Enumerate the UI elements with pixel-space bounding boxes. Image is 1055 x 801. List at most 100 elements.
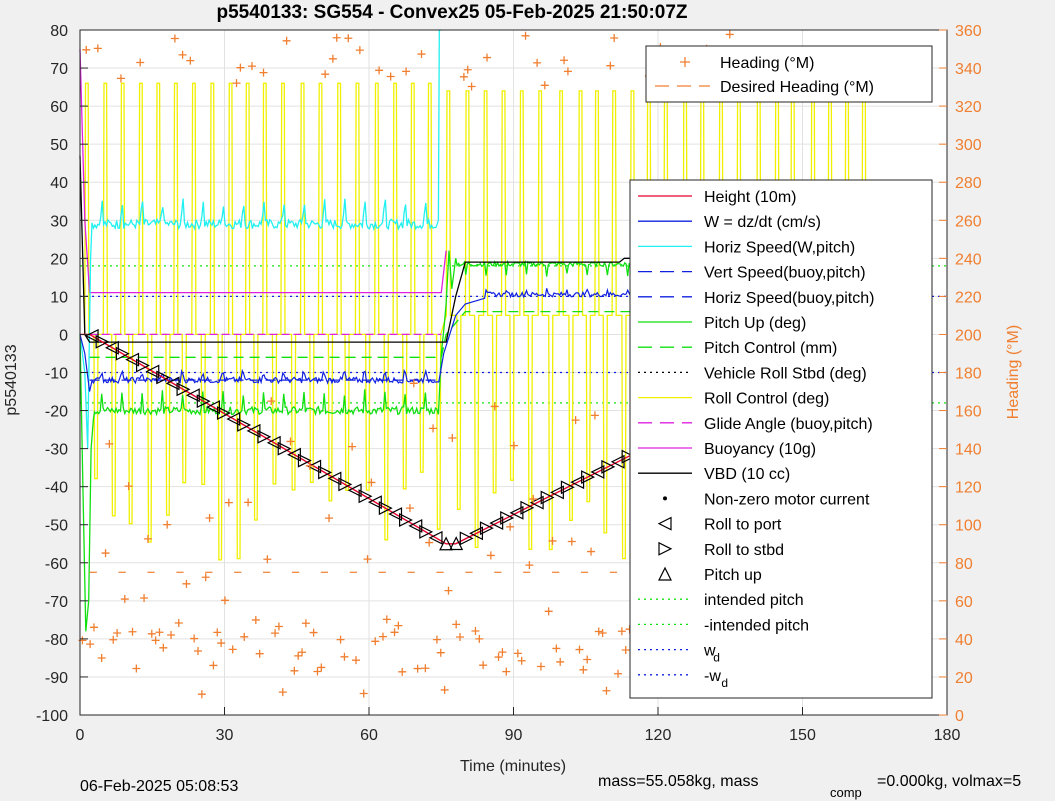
heading-marker [448,434,457,443]
y-tick-label: -70 [45,594,68,611]
heading-marker [328,54,337,63]
heading-marker [475,634,484,643]
main-legend-label: Non-zero motor current [704,491,870,508]
y-tick-label: -30 [45,442,68,459]
heading-marker [506,522,515,531]
heading-marker [536,662,545,671]
heading-marker [725,30,734,39]
roll-marker [246,423,261,438]
roll-marker [358,489,373,504]
heading-marker [614,669,623,678]
roll-marker [581,470,596,485]
heading-marker [494,653,503,662]
x-axis-label: Time (minutes) [460,758,566,775]
legend-marker-swatch [658,541,673,556]
y-axis-label: p5540133 [3,344,20,415]
heading-marker [398,667,407,676]
heading-marker [147,629,156,638]
roll-marker [156,370,171,385]
heading-marker [294,651,303,660]
roll-marker [297,453,312,468]
y2-tick-label: 140 [955,442,982,459]
y2-tick-label: 40 [955,632,973,649]
heading-marker [432,635,441,644]
heading-marker [309,628,318,637]
y2-tick-label: 340 [955,61,982,78]
heading-marker [610,33,619,42]
heading-marker [151,636,160,645]
heading-marker [321,70,330,79]
heading-marker [452,620,461,629]
heading-marker [205,513,214,522]
y2-tick-label: 240 [955,251,982,268]
main-legend-subscript: d [721,676,728,690]
heading-marker [544,607,553,616]
main-legend-label: Pitch up [704,567,762,584]
y-tick-label: 0 [59,327,68,344]
heading-marker [502,667,511,676]
y-tick-label: 10 [50,289,68,306]
y-tick-label: 50 [50,137,68,154]
heading-marker [240,632,249,641]
main-legend-label: Vert Speed(buoy,pitch) [704,265,866,282]
roll-marker [399,513,413,527]
heading-marker [556,657,565,666]
heading-marker [220,596,229,605]
heading-marker [259,68,268,77]
main-legend-label: Pitch Up (deg) [704,315,806,332]
roll-marker [338,477,353,492]
heading-marker [217,639,226,648]
y-tick-label: -40 [45,480,68,497]
heading-marker [340,652,349,661]
roll-marker [560,480,575,495]
heading-marker [521,31,530,40]
heading-marker [201,573,210,582]
heading-marker [232,79,241,88]
roll-marker [115,346,130,361]
roll-marker [136,358,150,373]
legend-marker-swatch [658,566,672,581]
heading-legend-label: Desired Heading (°M) [720,79,874,96]
y2-tick-label: 0 [955,708,964,725]
heading-marker [394,621,403,630]
heading-marker [359,689,368,698]
heading-marker [136,58,145,67]
roll-marker [176,382,191,397]
heading-marker [587,547,596,556]
roll-marker [277,441,292,456]
heading-marker [617,627,626,636]
roll-marker [307,459,322,474]
footer-date: 06-Feb-2025 05:08:53 [80,778,238,795]
heading-marker [529,495,538,504]
heading-marker [82,45,91,54]
heading-marker [325,514,334,523]
footer-volmax: =0.000kg, volmax=5 [877,773,1021,790]
heading-marker [560,56,569,65]
heading-marker [109,635,118,644]
roll-marker [95,334,110,349]
roll-marker [419,524,434,539]
heading-marker [371,637,380,646]
y2-tick-label: 120 [955,480,982,497]
heading-marker [317,663,326,672]
heading-marker [263,555,272,564]
roll-marker [540,490,555,505]
roll-marker [520,500,535,515]
heading-marker [579,665,588,674]
heading-marker [421,664,430,673]
main-legend-label: intended pitch [704,592,804,609]
roll-marker [479,521,494,536]
y-tick-label: 60 [50,99,68,116]
heading-marker [402,67,411,76]
roll-marker [318,465,333,480]
roll-marker [327,471,342,486]
heading-marker [490,402,499,411]
heading-marker [336,635,345,644]
y2-tick-label: 360 [955,23,982,40]
heading-marker [332,33,341,42]
roll-marker [621,449,636,464]
y2-tick-label: 60 [955,594,973,611]
y2-tick-label: 280 [955,175,982,192]
heading-marker [409,379,418,388]
main-legend-label: -intended pitch [704,617,809,634]
